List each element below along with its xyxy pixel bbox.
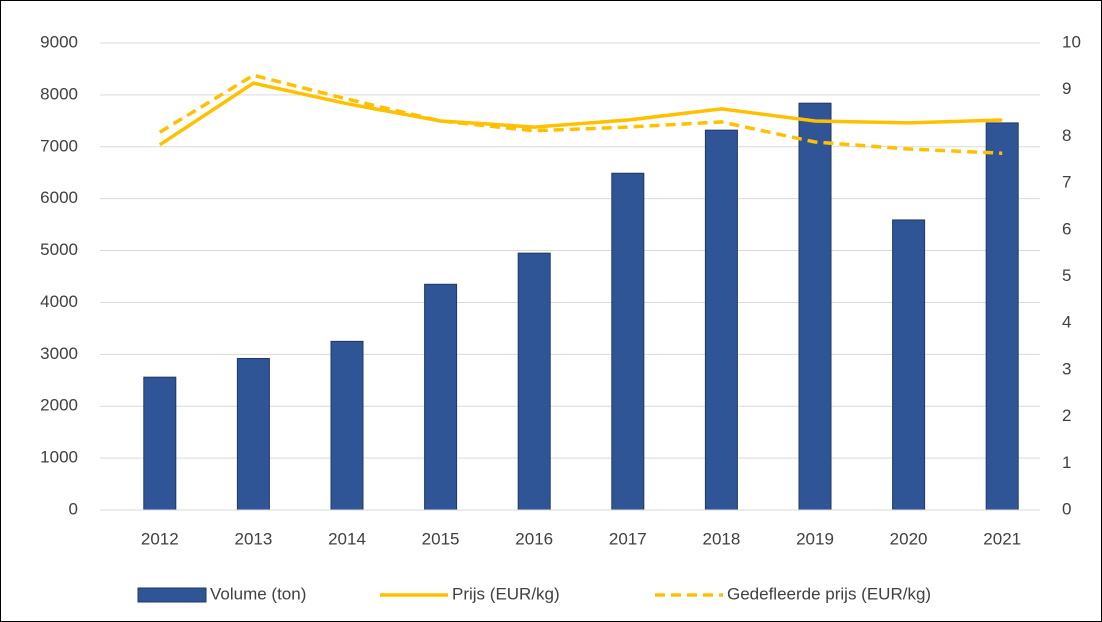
x-tick-label: 2014 <box>328 529 366 548</box>
line <box>158 81 1003 147</box>
legend-label: Volume (ton) <box>210 584 306 603</box>
x-tick-label: 2019 <box>796 529 834 548</box>
bar <box>236 357 270 511</box>
bar <box>798 102 832 511</box>
y2-tick-label: 3 <box>1062 359 1071 378</box>
bar <box>892 219 926 511</box>
y-tick-label: 0 <box>69 499 78 518</box>
y-tick-label: 4000 <box>40 292 78 311</box>
y-tick-label: 9000 <box>40 32 78 51</box>
y2-tick-label: 2 <box>1062 406 1071 425</box>
bar <box>985 122 1019 511</box>
y2-tick-label: 0 <box>1062 499 1071 518</box>
y-tick-label: 6000 <box>40 188 78 207</box>
x-tick-label: 2017 <box>609 529 647 548</box>
x-tick-label: 2021 <box>983 529 1021 548</box>
x-tick-label: 2020 <box>890 529 928 548</box>
y-tick-label: 5000 <box>40 240 78 259</box>
y2-tick-label: 10 <box>1062 32 1081 51</box>
y2-tick-label: 6 <box>1062 219 1071 238</box>
x-tick-label: 2016 <box>515 529 553 548</box>
bar <box>704 129 738 511</box>
y-tick-label: 7000 <box>40 136 78 155</box>
bar <box>611 172 645 511</box>
line <box>158 73 1003 155</box>
bar <box>517 252 551 511</box>
y2-tick-label: 8 <box>1062 126 1071 145</box>
y2-tick-label: 4 <box>1062 313 1071 332</box>
legend-swatch <box>137 587 207 603</box>
bar <box>143 376 177 511</box>
y-tick-label: 3000 <box>40 344 78 363</box>
x-tick-label: 2012 <box>141 529 179 548</box>
y2-tick-label: 1 <box>1062 453 1071 472</box>
y2-tick-label: 5 <box>1062 266 1071 285</box>
legend-label: Prijs (EUR/kg) <box>452 584 560 603</box>
y-tick-label: 1000 <box>40 448 78 467</box>
y-tick-label: 8000 <box>40 84 78 103</box>
y2-tick-label: 7 <box>1062 173 1071 192</box>
y2-tick-label: 9 <box>1062 79 1071 98</box>
x-tick-label: 2018 <box>702 529 740 548</box>
legend-label: Gedefleerde prijs (EUR/kg) <box>727 584 931 603</box>
y-tick-label: 2000 <box>40 396 78 415</box>
x-tick-label: 2013 <box>234 529 272 548</box>
x-tick-label: 2015 <box>422 529 460 548</box>
bar <box>424 283 458 511</box>
bar <box>330 340 364 511</box>
